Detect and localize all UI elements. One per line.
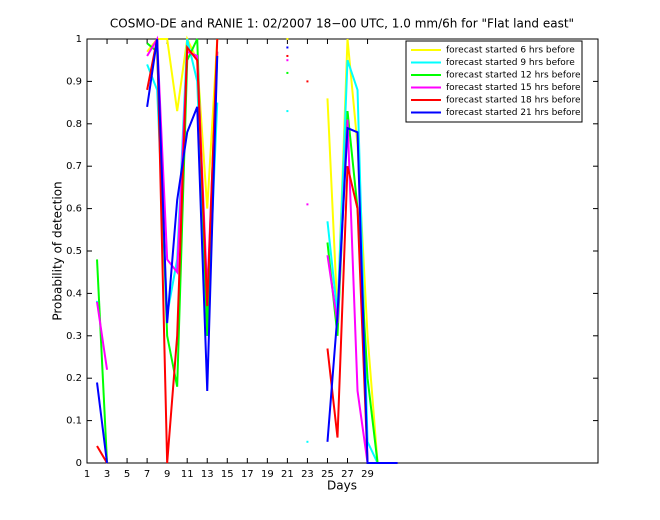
x-tick-label: 13	[201, 469, 214, 480]
legend-label: forecast started 21 hrs before	[446, 108, 581, 118]
y-tick-label: 1	[76, 34, 82, 45]
x-tick-label: 5	[124, 469, 130, 480]
series-line	[146, 35, 219, 209]
x-tick-label: 27	[341, 469, 354, 480]
x-tick-label: 7	[144, 469, 150, 480]
x-tick-label: 3	[104, 469, 110, 480]
y-tick-label: 0.6	[66, 204, 82, 215]
series-line	[96, 259, 109, 464]
chart-title: COSMO-DE and RANIE 1: 02/2007 18−00 UTC,…	[110, 17, 574, 31]
legend-label: forecast started 15 hrs before	[446, 83, 581, 93]
x-tick-label: 29	[361, 469, 374, 480]
x-axis-label: Days	[327, 479, 357, 493]
x-tick-label: 23	[301, 469, 314, 480]
y-tick-label: 0.5	[66, 246, 82, 257]
x-tick-label: 21	[281, 469, 294, 480]
x-tick-label: 19	[261, 469, 274, 480]
y-axis-label: Probability of detection	[51, 181, 65, 320]
x-tick-label: 17	[241, 469, 254, 480]
y-tick-label: 0.3	[66, 331, 82, 342]
x-tick-label: 1	[84, 469, 90, 480]
legend-box	[405, 40, 583, 123]
x-tick-label: 25	[321, 469, 334, 480]
y-tick-label: 0	[76, 458, 82, 469]
legend-label: forecast started 18 hrs before	[446, 96, 581, 106]
legend-label: forecast started 6 hrs before	[446, 46, 575, 56]
y-tick-label: 0.1	[66, 416, 82, 427]
series-line	[96, 301, 109, 370]
series-line	[96, 382, 109, 464]
series-line	[96, 445, 108, 464]
legend-label: forecast started 12 hrs before	[446, 71, 581, 81]
x-tick-label: 15	[221, 469, 234, 480]
y-tick-label: 0.7	[66, 161, 82, 172]
x-tick-label: 9	[164, 469, 170, 480]
series-line	[146, 38, 219, 391]
legend-label: forecast started 9 hrs before	[446, 58, 575, 68]
series-line	[326, 126, 398, 464]
y-tick-label: 0.8	[66, 119, 82, 130]
y-tick-label: 0.2	[66, 373, 82, 384]
x-tick-label: 11	[181, 469, 194, 480]
y-tick-label: 0.4	[66, 288, 82, 299]
y-tick-label: 0.9	[66, 76, 82, 87]
